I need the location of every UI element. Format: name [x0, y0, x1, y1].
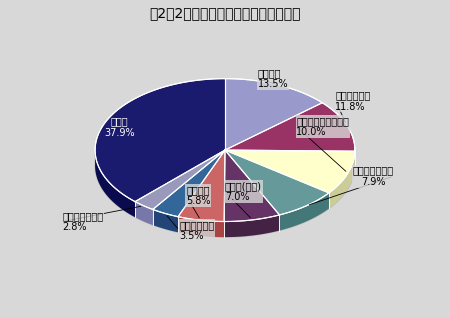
Polygon shape: [279, 193, 329, 231]
Polygon shape: [95, 79, 225, 202]
Text: 水泳プール（屋内）
10.0%: 水泳プール（屋内） 10.0%: [297, 116, 349, 137]
Polygon shape: [153, 150, 225, 217]
Polygon shape: [178, 150, 225, 222]
Polygon shape: [178, 217, 224, 237]
Polygon shape: [225, 150, 329, 215]
Polygon shape: [135, 150, 225, 210]
Text: 図2－2　民間体育施設の種類別構成比: 図2－2 民間体育施設の種類別構成比: [149, 6, 301, 20]
Polygon shape: [224, 150, 279, 222]
Text: ゴルフ練習場
11.8%: ゴルフ練習場 11.8%: [335, 90, 371, 112]
Text: その他
37.9%: その他 37.9%: [104, 116, 135, 137]
Polygon shape: [329, 151, 355, 209]
Polygon shape: [135, 202, 153, 225]
Text: ゴルフ場
13.5%: ゴルフ場 13.5%: [257, 68, 288, 89]
Text: 空手・合気道場
2.8%: 空手・合気道場 2.8%: [63, 211, 104, 232]
Polygon shape: [95, 150, 355, 237]
Polygon shape: [153, 210, 178, 232]
Text: ボウリング場
3.5%: ボウリング場 3.5%: [180, 220, 215, 241]
Text: 庭球場(屋外)
7.0%: 庭球場(屋外) 7.0%: [225, 181, 262, 203]
Polygon shape: [225, 79, 322, 150]
Polygon shape: [225, 103, 355, 151]
Polygon shape: [224, 215, 279, 237]
Polygon shape: [225, 150, 355, 193]
Text: ダンス場
5.8%: ダンス場 5.8%: [186, 185, 211, 206]
Polygon shape: [95, 151, 135, 217]
Text: トレーニング場
7.9%: トレーニング場 7.9%: [353, 165, 394, 187]
